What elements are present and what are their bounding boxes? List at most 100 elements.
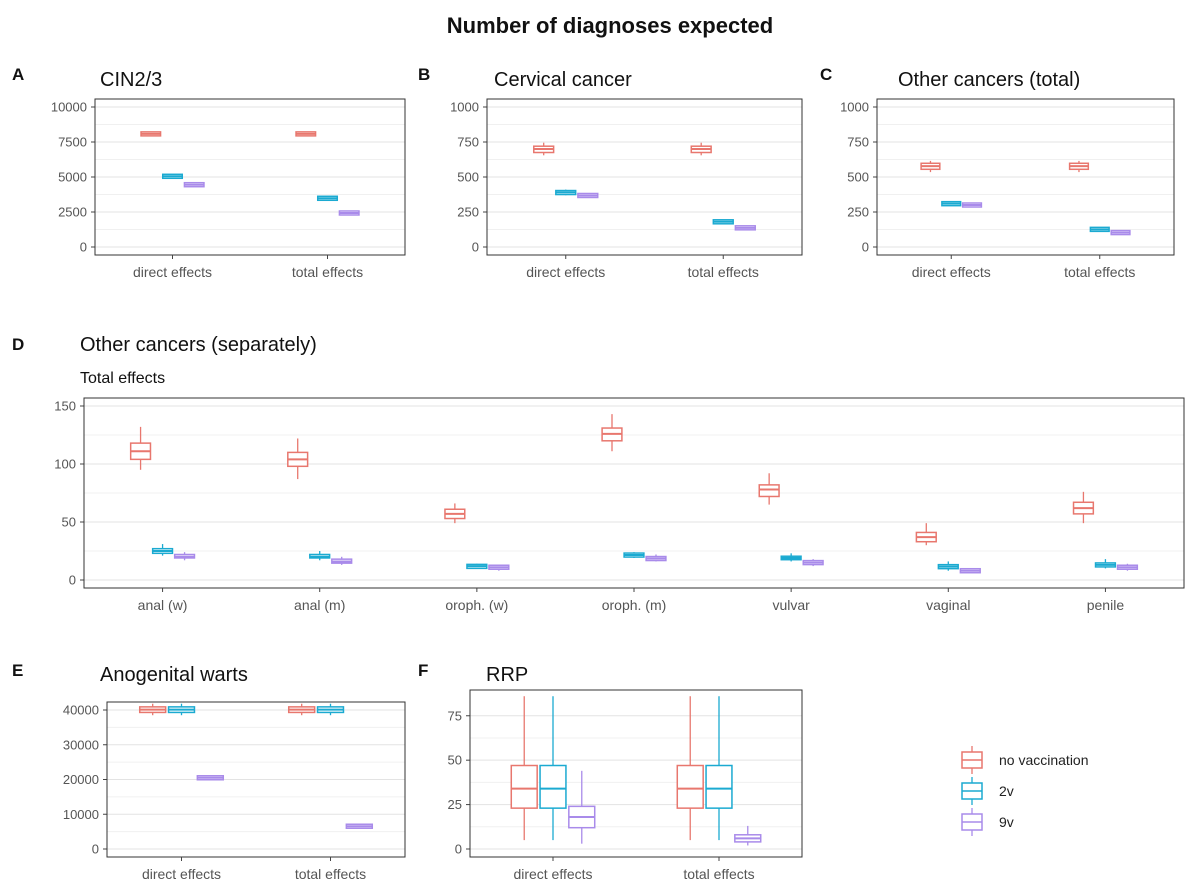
panel-title: Cervical cancer (494, 69, 632, 91)
x-tick-label: oroph. (w) (445, 597, 508, 613)
panel-subtitle: Total effects (80, 370, 165, 387)
box-9v-oroph-w- (488, 564, 510, 571)
panel-label: E (12, 661, 23, 680)
box-2v-vaginal (937, 561, 959, 571)
x-tick-label: direct effects (513, 866, 592, 881)
box-no-vaccination-total-effects (676, 696, 704, 841)
panel-title: Other cancers (separately) (80, 334, 317, 356)
y-tick-label: 2500 (58, 205, 87, 220)
y-tick-label: 500 (457, 170, 479, 185)
x-tick-label: vaginal (926, 597, 970, 613)
x-tick-label: direct effects (912, 264, 991, 280)
x-tick-label: vulvar (772, 597, 810, 613)
box-2v-direct-effects (941, 200, 962, 207)
y-tick-label: 50 (62, 515, 76, 530)
y-tick-label: 1000 (450, 100, 479, 115)
y-tick-label: 40000 (63, 703, 99, 718)
panel-label: B (418, 65, 430, 84)
y-tick-label: 30000 (63, 737, 99, 752)
box-no-vaccination-direct-effects (920, 160, 941, 173)
box-2v-anal-w- (151, 544, 174, 556)
panel-e: E Anogenital warts 0 10000 20000 30000 40000 di… (12, 661, 406, 881)
box-2v-total-effects (316, 195, 339, 202)
box-2v-total-effects (705, 696, 733, 841)
y-tick-label: 0 (92, 842, 99, 857)
y-tick-label: 25 (448, 797, 462, 812)
panel-b: B Cervical cancer 0 250 500 750 1000 direct eff… (418, 65, 803, 280)
y-tick-label: 0 (80, 240, 87, 255)
x-tick-label: oroph. (m) (602, 597, 667, 613)
panel-d: D Other cancers (separately) Total effects… (12, 334, 1185, 613)
panel-title: RRP (486, 664, 528, 686)
figure-title: Number of diagnoses expected (447, 13, 773, 38)
x-tick-label: anal (m) (294, 597, 345, 613)
box-2v-direct-effects (555, 189, 577, 196)
box-no-vaccination-total-effects (287, 703, 316, 716)
panel-c: C Other cancers (total) 0 250 500 750 1000 dire… (820, 65, 1175, 280)
box-no-vaccination-vulvar (758, 473, 780, 505)
y-tick-label: 250 (847, 205, 869, 220)
box-no-vaccination-total-effects (295, 131, 317, 137)
panel-label: C (820, 65, 832, 84)
y-tick-label: 1000 (840, 100, 869, 115)
panel-a: A CIN2/3 0 2500 5000 7500 10000 direct effects t… (12, 65, 406, 280)
panel-title: Anogenital warts (100, 664, 248, 686)
y-tick-label: 5000 (58, 170, 87, 185)
x-tick-label: anal (w) (138, 597, 188, 613)
box-9v-oroph-m- (645, 554, 667, 562)
legend-label: 9v (999, 814, 1014, 830)
legend-label: no vaccination (999, 752, 1089, 768)
box-9v-total-effects (734, 825, 762, 846)
y-tick-label: 0 (862, 240, 869, 255)
y-tick-label: 250 (457, 205, 479, 220)
box-iqr (705, 764, 733, 809)
box-2v-anal-m- (309, 551, 331, 561)
x-tick-label: total effects (292, 264, 363, 280)
box-9v-vaginal (959, 567, 981, 574)
y-tick-label: 0 (69, 573, 76, 588)
box-no-vaccination-oroph-w- (444, 503, 466, 524)
x-tick-label: direct effects (142, 866, 221, 881)
box-9v-total-effects (338, 210, 360, 216)
panel-border (106, 701, 406, 858)
box-no-vaccination-penile (1072, 491, 1095, 524)
panel-border (469, 689, 803, 858)
y-tick-label: 150 (54, 399, 76, 414)
x-tick-label: penile (1087, 597, 1125, 613)
box-2v-direct-effects (161, 173, 184, 180)
y-tick-label: 7500 (58, 135, 87, 150)
y-tick-label: 50 (448, 753, 462, 768)
x-tick-label: direct effects (133, 264, 212, 280)
box-2v-oroph-m- (623, 552, 645, 558)
x-tick-label: total effects (1064, 264, 1135, 280)
y-tick-label: 0 (472, 240, 479, 255)
box-9v-vulvar (802, 559, 824, 567)
x-tick-label: direct effects (526, 264, 605, 280)
y-tick-label: 750 (457, 135, 479, 150)
box-no-vaccination-anal-m- (287, 438, 309, 480)
box-no-vaccination-total-effects (690, 142, 712, 156)
box-9v-penile (1116, 563, 1139, 571)
legend-item-9v: 9v (961, 808, 1014, 836)
box-no-vaccination-direct-effects (140, 131, 162, 137)
box-2v-penile (1094, 559, 1117, 569)
legend-item-2v: 2v (961, 777, 1014, 805)
panel-label: D (12, 335, 24, 354)
box-2v-direct-effects (167, 703, 196, 716)
panel-label: A (12, 65, 24, 84)
box-9v-direct-effects (568, 770, 596, 844)
box-9v-direct-effects (183, 181, 205, 188)
box-no-vaccination-direct-effects (533, 142, 555, 156)
legend-item-no-vaccination: no vaccination (961, 746, 1089, 774)
panel-f: F RRP 0 25 50 75 direct effects total effects (418, 661, 803, 881)
panel-title: CIN2/3 (100, 69, 162, 91)
box-9v-total-effects (1110, 229, 1131, 236)
y-tick-label: 75 (448, 708, 462, 723)
box-iqr (758, 484, 780, 498)
panel-label: F (418, 661, 428, 680)
y-tick-label: 20000 (63, 772, 99, 787)
box-9v-direct-effects (961, 202, 983, 208)
panel-border (876, 98, 1175, 256)
y-tick-label: 10000 (63, 807, 99, 822)
x-tick-label: total effects (295, 866, 366, 881)
